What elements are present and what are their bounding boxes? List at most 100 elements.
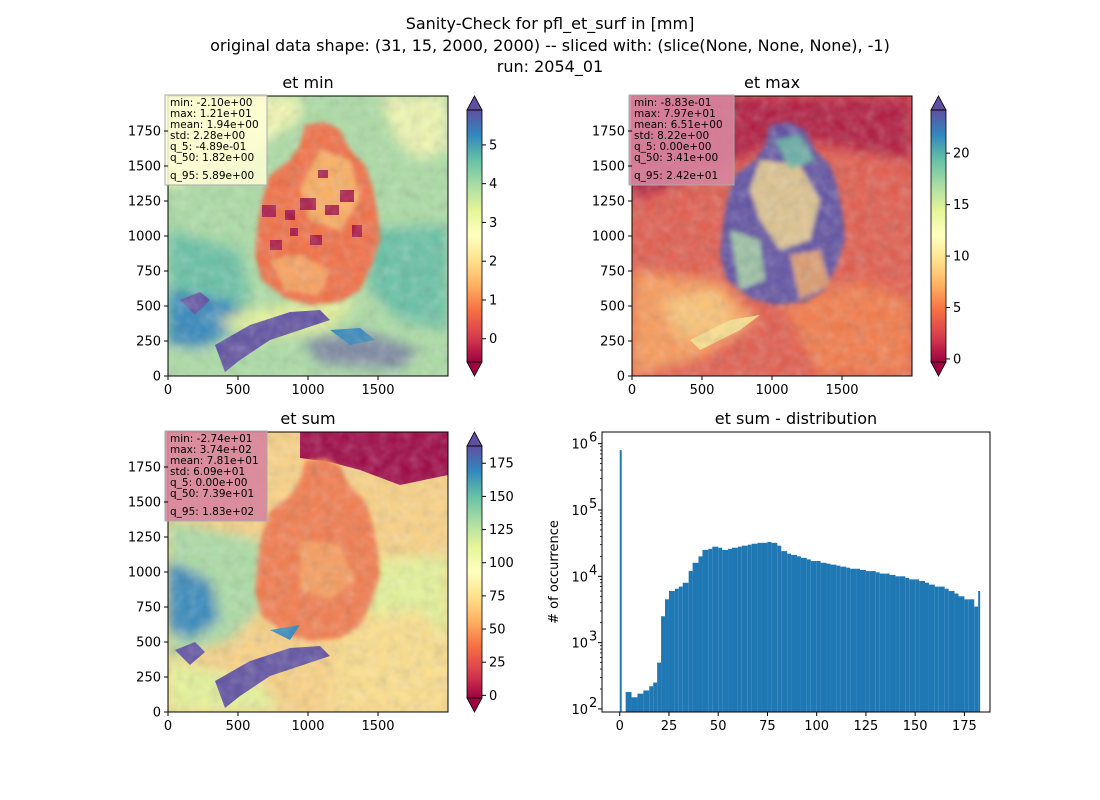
x-tick-label: 150 xyxy=(903,719,928,734)
histogram-bar xyxy=(708,548,713,712)
y-tick-label: 1750 xyxy=(128,125,161,140)
y-tick-label: 1250 xyxy=(128,195,161,210)
stat-std: std: 2.28e+00 xyxy=(170,130,245,142)
panel-et-sum: et sum min: -2.74e+01 max: 3.7 xyxy=(128,409,514,734)
colorbar: 0 25 50 75 100 125 150 175 xyxy=(466,431,514,713)
histogram-bar xyxy=(619,450,622,712)
stat-max: max: 1.21e+01 xyxy=(170,108,252,120)
y-tick-label: 750 xyxy=(600,265,625,280)
y-tick-label: 10 xyxy=(571,504,588,519)
histogram-ylabel: # of occurrence xyxy=(547,520,562,624)
histogram-bar xyxy=(625,692,632,712)
histogram-bar xyxy=(860,569,866,712)
histogram-bar xyxy=(958,596,965,712)
histogram-bar xyxy=(668,591,675,712)
y-tick-label: 1000 xyxy=(592,230,625,245)
histogram-bar xyxy=(928,584,935,712)
histogram-bar xyxy=(944,588,949,712)
axis-ticks: 0 500 1000 1500 0 250 500 750 1000 1250 1500 1750 xyxy=(128,125,395,399)
histogram-bar xyxy=(830,564,837,712)
stat-q95: q_95: 1.83e+02 xyxy=(170,506,254,518)
colorbar: 0 5 10 15 20 xyxy=(930,95,970,377)
stat-max: max: 3.74e+02 xyxy=(170,444,252,456)
y-tick-exponent: 3 xyxy=(589,630,597,645)
y-tick-label: 10 xyxy=(571,570,588,585)
histogram-bar xyxy=(631,697,638,712)
panel-et-sum-distribution: et sum - distribution # of occurrence 0 2… xyxy=(547,409,991,734)
histogram-bar xyxy=(820,562,827,712)
stats-box xyxy=(164,94,268,186)
x-tick-label: 125 xyxy=(854,719,879,734)
stat-q50: q_50: 7.39e+01 xyxy=(170,488,254,500)
colorbar-tick-label: 50 xyxy=(489,623,506,638)
panel-title: et sum xyxy=(280,409,335,428)
stat-max: max: 7.97e+01 xyxy=(634,108,716,120)
stat-min: min: -2.10e+00 xyxy=(170,97,252,109)
histogram-bar xyxy=(800,557,807,712)
histogram-bar xyxy=(712,546,719,712)
histogram-bar xyxy=(869,571,876,712)
panel-title: et min xyxy=(282,73,333,92)
stat-q50: q_50: 3.41e+00 xyxy=(634,152,718,164)
y-tick-exponent: 4 xyxy=(589,563,597,578)
x-tick-label: 50 xyxy=(710,719,727,734)
y-tick-label: 250 xyxy=(136,671,161,686)
colorbar-tick-label: 75 xyxy=(489,589,506,604)
stats-text: min: -8.83e-01 max: 7.97e+01 mean: 6.51e… xyxy=(634,97,723,182)
histogram-bar xyxy=(899,576,906,712)
histogram-bar xyxy=(731,547,738,712)
histogram-bar xyxy=(978,591,981,712)
y-tick-label: 10 xyxy=(571,637,588,652)
figure-title-line-1: Sanity-Check for pfl_et_surf in [mm] xyxy=(406,14,695,34)
axis-ticks: 0 500 1000 1500 0 250 500 750 1000 1250 1500 1750 xyxy=(592,125,859,399)
y-tick-label: 1250 xyxy=(128,531,161,546)
y-tick-exponent: 2 xyxy=(589,696,597,711)
histogram-bar xyxy=(678,586,683,712)
histogram-bar xyxy=(964,599,969,712)
y-tick-label: 1000 xyxy=(128,230,161,245)
y-tick-label: 10 xyxy=(571,438,588,453)
y-tick-label: 500 xyxy=(136,300,161,315)
figure-title-line-3: run: 2054_01 xyxy=(497,57,603,77)
colorbar-tick-label: 150 xyxy=(489,490,514,505)
histogram-bar xyxy=(885,573,890,712)
stat-q95: q_95: 5.89e+00 xyxy=(170,170,254,182)
colorbar: 0 1 2 3 4 5 xyxy=(466,95,497,377)
histogram-bar xyxy=(954,593,959,712)
histogram-bar xyxy=(895,576,900,712)
histogram-bar xyxy=(796,556,801,712)
y-tick-label: 1750 xyxy=(128,461,161,476)
histogram-bar xyxy=(905,577,910,712)
stat-min: min: -2.74e+01 xyxy=(170,433,252,445)
colorbar-tick-label: 125 xyxy=(489,523,514,538)
histogram-bar xyxy=(938,586,945,712)
histogram-bar xyxy=(836,565,841,712)
histogram-bar xyxy=(722,549,729,712)
y-tick-label: 10 xyxy=(571,703,588,718)
x-tick-label: 1500 xyxy=(361,719,394,734)
histogram-bar xyxy=(767,541,772,712)
histogram-bar xyxy=(741,545,748,712)
histogram-bar xyxy=(728,548,732,712)
colorbar-tick-label: 0 xyxy=(489,332,497,347)
histogram-bar xyxy=(974,606,979,712)
stat-q50: q_50: 1.82e+00 xyxy=(170,152,254,164)
histogram-bar xyxy=(850,568,857,712)
histogram-bar xyxy=(692,562,699,712)
histogram-bar xyxy=(925,582,929,712)
y-tick-label: 500 xyxy=(136,636,161,651)
x-tick-label: 0 xyxy=(164,719,172,734)
histogram-bar xyxy=(747,544,752,712)
histogram-bar xyxy=(909,579,916,712)
histogram-bar xyxy=(806,559,811,712)
histogram-bar xyxy=(653,682,658,712)
stats-box xyxy=(164,430,268,522)
x-tick-label: 500 xyxy=(226,383,251,398)
histogram-bar xyxy=(787,553,792,712)
colorbar-tick-label: 4 xyxy=(489,177,497,192)
stat-q5: q_5: 0.00e+00 xyxy=(634,141,711,153)
panel-title: et max xyxy=(744,73,800,92)
histogram-bar xyxy=(643,690,650,712)
figure-title-line-2: original data shape: (31, 15, 2000, 2000… xyxy=(210,36,890,55)
